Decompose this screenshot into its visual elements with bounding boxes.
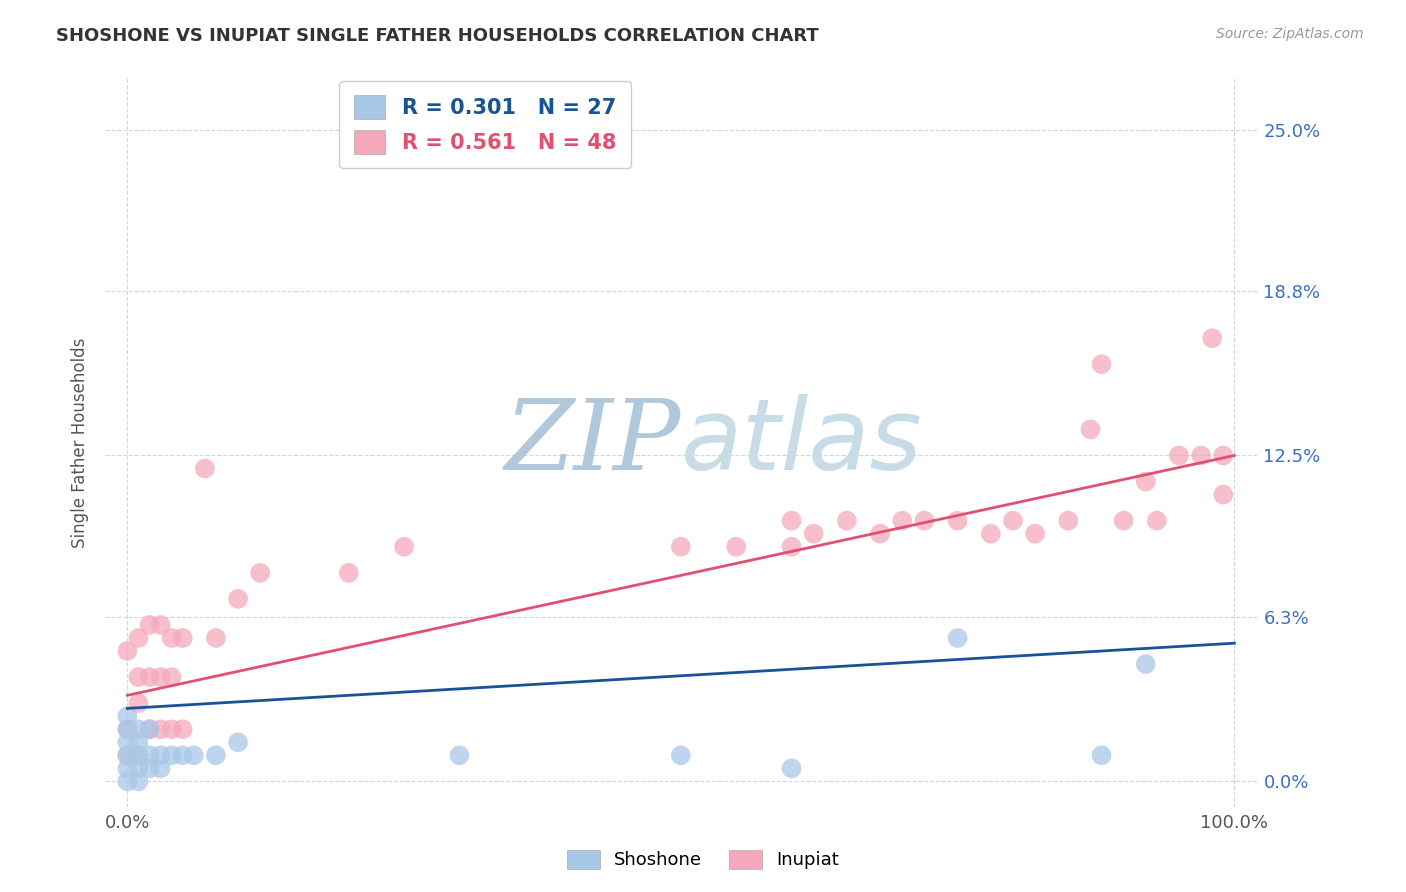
Point bbox=[835, 514, 858, 528]
Point bbox=[138, 748, 160, 763]
Point bbox=[127, 723, 149, 737]
Point bbox=[117, 748, 139, 763]
Point bbox=[194, 461, 217, 475]
Point bbox=[1024, 526, 1046, 541]
Point bbox=[127, 761, 149, 775]
Point bbox=[780, 514, 803, 528]
Point bbox=[1090, 748, 1112, 763]
Text: atlas: atlas bbox=[681, 394, 922, 491]
Legend: Shoshone, Inupiat: Shoshone, Inupiat bbox=[558, 841, 848, 879]
Point bbox=[160, 723, 183, 737]
Point bbox=[1168, 449, 1191, 463]
Point bbox=[725, 540, 748, 554]
Point bbox=[1201, 331, 1223, 345]
Point bbox=[1080, 422, 1102, 436]
Point bbox=[337, 566, 360, 580]
Point bbox=[117, 735, 139, 749]
Text: SHOSHONE VS INUPIAT SINGLE FATHER HOUSEHOLDS CORRELATION CHART: SHOSHONE VS INUPIAT SINGLE FATHER HOUSEH… bbox=[56, 27, 818, 45]
Legend: R = 0.301   N = 27, R = 0.561   N = 48: R = 0.301 N = 27, R = 0.561 N = 48 bbox=[339, 80, 631, 169]
Point bbox=[669, 540, 692, 554]
Point bbox=[249, 566, 271, 580]
Point bbox=[226, 591, 249, 606]
Point bbox=[127, 670, 149, 684]
Point bbox=[117, 723, 139, 737]
Point bbox=[127, 748, 149, 763]
Point bbox=[226, 735, 249, 749]
Point bbox=[127, 696, 149, 710]
Point bbox=[780, 761, 803, 775]
Point bbox=[449, 748, 471, 763]
Point bbox=[138, 723, 160, 737]
Point bbox=[1001, 514, 1024, 528]
Point bbox=[127, 774, 149, 789]
Point bbox=[138, 618, 160, 632]
Point bbox=[160, 748, 183, 763]
Point bbox=[172, 631, 194, 645]
Point bbox=[205, 631, 228, 645]
Point bbox=[117, 774, 139, 789]
Point bbox=[160, 670, 183, 684]
Point bbox=[172, 723, 194, 737]
Point bbox=[1057, 514, 1080, 528]
Point bbox=[138, 723, 160, 737]
Point bbox=[1135, 475, 1157, 489]
Y-axis label: Single Father Households: Single Father Households bbox=[72, 337, 89, 548]
Text: ZIP: ZIP bbox=[505, 395, 681, 490]
Point bbox=[946, 631, 969, 645]
Point bbox=[1189, 449, 1212, 463]
Point bbox=[1212, 449, 1234, 463]
Point bbox=[138, 761, 160, 775]
Point bbox=[1212, 487, 1234, 501]
Point bbox=[117, 644, 139, 658]
Point bbox=[1135, 657, 1157, 671]
Point bbox=[127, 631, 149, 645]
Point bbox=[912, 514, 935, 528]
Point bbox=[1146, 514, 1168, 528]
Point bbox=[149, 761, 172, 775]
Point bbox=[803, 526, 825, 541]
Point bbox=[117, 723, 139, 737]
Point bbox=[172, 748, 194, 763]
Point bbox=[891, 514, 914, 528]
Point bbox=[980, 526, 1002, 541]
Point bbox=[117, 761, 139, 775]
Point bbox=[869, 526, 891, 541]
Point bbox=[138, 670, 160, 684]
Point bbox=[669, 748, 692, 763]
Point bbox=[205, 748, 228, 763]
Point bbox=[149, 723, 172, 737]
Point bbox=[149, 670, 172, 684]
Point bbox=[1112, 514, 1135, 528]
Point bbox=[127, 748, 149, 763]
Point bbox=[392, 540, 415, 554]
Text: Source: ZipAtlas.com: Source: ZipAtlas.com bbox=[1216, 27, 1364, 41]
Point bbox=[127, 735, 149, 749]
Point bbox=[149, 748, 172, 763]
Point bbox=[946, 514, 969, 528]
Point bbox=[117, 748, 139, 763]
Point bbox=[1090, 357, 1112, 371]
Point bbox=[160, 631, 183, 645]
Point bbox=[117, 709, 139, 723]
Point bbox=[149, 618, 172, 632]
Point bbox=[780, 540, 803, 554]
Point bbox=[183, 748, 205, 763]
